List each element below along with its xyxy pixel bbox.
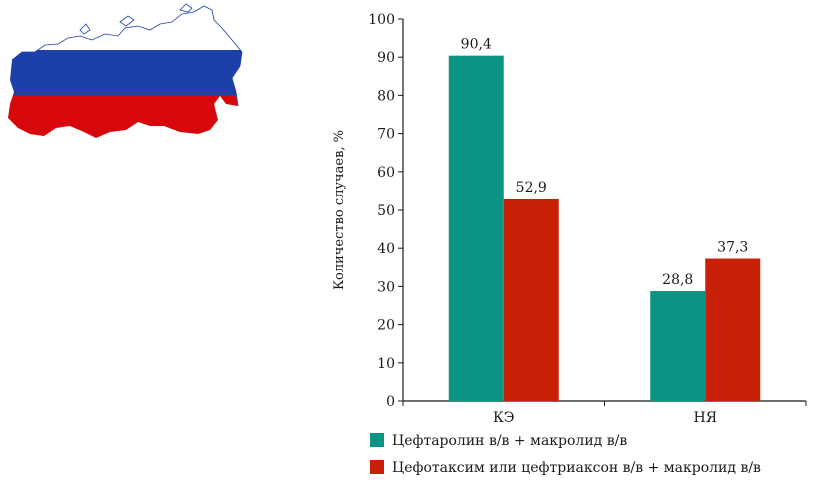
chart-data-labels: 90,4 52,9 28,8 37,3 (461, 37, 749, 288)
chart-x-tick-labels: КЭ НЯ (493, 410, 717, 426)
y-tick-label: 60 (377, 165, 395, 181)
bar (448, 55, 504, 402)
bar (705, 258, 761, 401)
x-tick-label: КЭ (493, 410, 515, 426)
y-axis-title: Количество случаев, % (332, 130, 347, 290)
y-tick-label: 50 (377, 203, 395, 219)
bar (503, 198, 559, 401)
y-tick-label: 40 (377, 241, 395, 257)
legend-label: Цефотаксим или цефтриаксон в/в + макроли… (392, 460, 761, 476)
map-island-3 (79, 23, 91, 35)
y-tick-label: 30 (377, 279, 395, 295)
y-tick-label: 10 (377, 356, 395, 372)
bar (650, 290, 706, 401)
chart-bars (448, 55, 761, 402)
y-tick-label: 0 (386, 394, 395, 410)
legend-swatch (370, 460, 384, 474)
data-label: 52,9 (516, 180, 547, 196)
y-tick-label: 80 (377, 88, 395, 104)
legend-label: Цефтаролин в/в + макролид в/в (392, 433, 627, 449)
chart-y-tick-labels: 0 10 20 30 40 50 60 70 80 90 100 (368, 12, 395, 410)
map-island-1 (179, 3, 193, 13)
map-outline (11, 5, 243, 107)
y-tick-label: 20 (377, 318, 395, 334)
data-label: 37,3 (717, 240, 748, 256)
russia-flag-map-icon (8, 3, 243, 138)
y-tick-label: 70 (377, 127, 395, 143)
x-tick-label: НЯ (693, 410, 717, 426)
map-island-2 (119, 15, 135, 27)
y-tick-label: 100 (368, 12, 395, 28)
data-label: 90,4 (461, 37, 492, 53)
flag-blue-stripe (8, 50, 242, 95)
data-label: 28,8 (662, 272, 693, 288)
chart-legend: Цефтаролин в/в + макролид в/в Цефотаксим … (370, 433, 761, 476)
y-tick-label: 90 (377, 50, 395, 66)
legend-swatch (370, 433, 384, 447)
